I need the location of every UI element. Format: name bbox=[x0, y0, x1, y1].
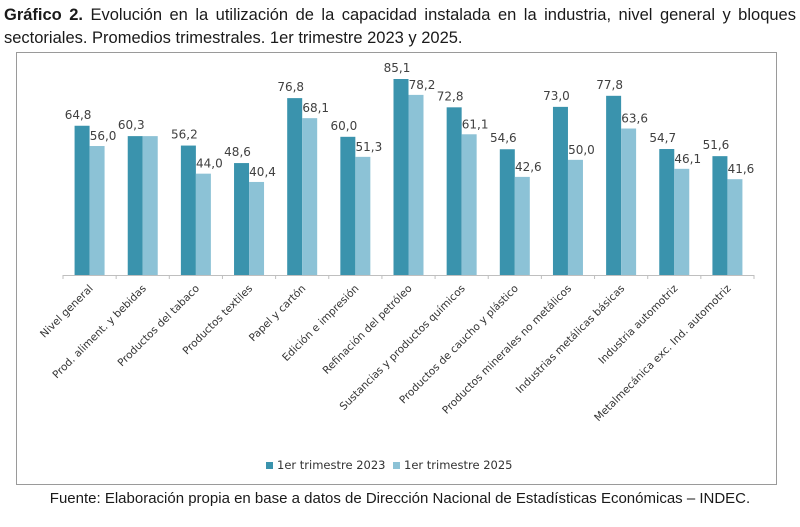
value-label: 48,6 bbox=[224, 145, 251, 159]
bar-2023 bbox=[287, 98, 303, 275]
chart-title-text: Evolución en la utilización de la capaci… bbox=[4, 6, 796, 47]
bar-2025 bbox=[142, 136, 158, 275]
bar-2023 bbox=[180, 145, 196, 275]
bar-2025 bbox=[567, 159, 583, 275]
bar-2023 bbox=[446, 107, 462, 275]
x-axis-ticks bbox=[62, 275, 755, 279]
category-label: Prod. aliment. y bebidas bbox=[50, 283, 148, 381]
legend-label-2023: 1er trimestre 2023 bbox=[277, 458, 385, 472]
value-labels-layer: 64,8 56,060,3 56,2 44,048,6 40,4 76,8 68,160,0… bbox=[65, 61, 755, 179]
value-label: 72,8 bbox=[437, 89, 464, 103]
bar-2025 bbox=[621, 128, 637, 275]
bar-2025 bbox=[727, 179, 743, 275]
bar-2023 bbox=[552, 106, 568, 275]
bar-2025 bbox=[302, 118, 318, 276]
bar-2023 bbox=[340, 136, 356, 275]
bar-2025 bbox=[408, 94, 424, 275]
value-label: 42,6 bbox=[515, 160, 542, 174]
value-label: 60,3 bbox=[118, 118, 145, 132]
source-note: Fuente: Elaboración propia en base a dat… bbox=[49, 490, 751, 507]
bar-2023 bbox=[393, 79, 409, 275]
bar-2023 bbox=[74, 125, 90, 275]
category-label: Nivel general bbox=[38, 283, 96, 341]
bar-2025 bbox=[355, 156, 371, 275]
value-label: 56,0 bbox=[90, 129, 117, 143]
bar-2025 bbox=[195, 173, 211, 275]
bar-2023 bbox=[712, 156, 728, 275]
value-label: 41,6 bbox=[728, 162, 755, 176]
chart-title: Gráfico 2. Evolución en la utilización d… bbox=[4, 4, 796, 50]
value-label: 78,2 bbox=[409, 78, 436, 92]
value-label: 61,1 bbox=[462, 117, 489, 131]
bar-2025 bbox=[89, 146, 105, 275]
value-label: 54,6 bbox=[490, 131, 517, 145]
value-label: 54,7 bbox=[649, 131, 676, 145]
bar-2025 bbox=[461, 134, 477, 275]
value-label: 46,1 bbox=[674, 152, 701, 166]
value-label: 85,1 bbox=[384, 61, 411, 75]
value-label: 77,8 bbox=[596, 78, 623, 92]
bar-2023 bbox=[659, 149, 675, 275]
category-label: Papel y cartón bbox=[247, 283, 308, 344]
value-label: 73,0 bbox=[543, 89, 570, 103]
bars-layer bbox=[74, 79, 743, 276]
value-label: 51,3 bbox=[355, 140, 382, 154]
value-label: 44,0 bbox=[196, 157, 223, 171]
value-label: 51,6 bbox=[703, 138, 730, 152]
value-label: 56,2 bbox=[171, 128, 198, 142]
value-label: 63,6 bbox=[621, 112, 648, 126]
chart-frame: 64,8 56,0 60,3 56,2 44,0 48,6 40,4 76,8 68,1 60,0… bbox=[16, 52, 777, 485]
value-label: 68,1 bbox=[302, 101, 329, 115]
bar-2025 bbox=[674, 168, 690, 275]
legend-swatch-2023 bbox=[266, 462, 273, 469]
bar-2023 bbox=[127, 136, 143, 275]
value-label: 40,4 bbox=[249, 165, 276, 179]
bar-2023 bbox=[499, 149, 515, 275]
legend: 1er trimestre 2023 1er trimestre 2025 bbox=[266, 458, 512, 472]
bar-2025 bbox=[514, 176, 530, 275]
bar-2023 bbox=[234, 163, 250, 275]
chart-title-number: Gráfico 2. bbox=[4, 6, 84, 24]
bar-chart: 64,8 56,060,3 56,2 44,048,6 40,4 76,8 68,160,0… bbox=[38, 61, 755, 472]
category-label: Refinación del petróleo bbox=[321, 283, 415, 377]
legend-label-2025: 1er trimestre 2025 bbox=[404, 458, 512, 472]
value-label: 64,8 bbox=[65, 108, 92, 122]
legend-swatch-2025 bbox=[393, 462, 400, 469]
bar-2023 bbox=[606, 95, 622, 275]
category-label: Industrias metálicas básicas bbox=[514, 283, 627, 396]
bar-2025 bbox=[249, 181, 265, 275]
value-label: 60,0 bbox=[330, 119, 357, 133]
value-label: 50,0 bbox=[568, 143, 595, 157]
value-label: 76,8 bbox=[277, 80, 304, 94]
